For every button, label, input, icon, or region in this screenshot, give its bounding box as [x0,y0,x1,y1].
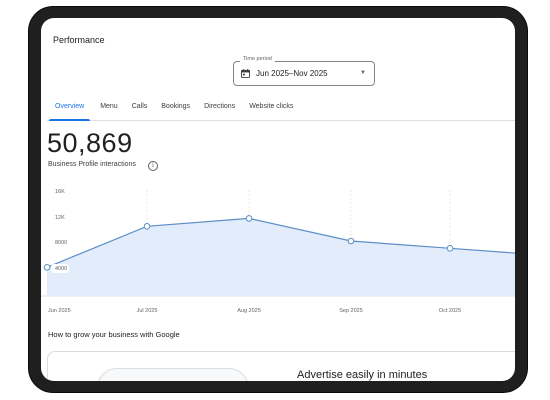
x-tick-label: Sep 2025 [339,308,363,314]
interactions-chart: 16K 12K 8000 4000 Jun 2025 Jul 2025 Aug 2025 S… [41,189,515,314]
tab-bar: Overview Menu Calls Bookings Directions … [47,96,515,121]
time-period-legend: Time period [240,56,275,62]
tablet-device-frame: Performance Time period Jun 2025–Nov 202… [29,7,527,392]
chart-point-jun-2025[interactable] [43,263,51,271]
chevron-down-icon: ▼ [360,70,366,76]
grow-section-title: How to grow your business with Google [48,330,180,339]
tab-directions[interactable]: Directions [204,103,236,110]
chart-points [43,215,454,271]
tab-calls[interactable]: Calls [131,103,148,110]
y-tick-label: 8000 [55,240,67,246]
x-tick-label: Jun 2025 [48,308,71,314]
time-period-value: Jun 2025–Nov 2025 [256,69,328,78]
chart-point-oct-2025[interactable] [446,245,454,252]
tab-website-clicks[interactable]: Website clicks [249,103,294,110]
x-tick-label: Jul 2025 [137,308,158,314]
interactions-label: Business Profile interactions [48,161,136,168]
tab-menu[interactable]: Menu [100,103,118,110]
chart-point-jul-2025[interactable] [143,223,151,230]
interactions-total: 50,869 [47,128,133,158]
page-title: Performance [53,35,105,45]
chart-area-fill [47,218,515,296]
calendar-icon [241,69,250,78]
chart-series-line [46,217,515,268]
chart-x-axis: Jun 2025 Jul 2025 Aug 2025 Sep 2025 Oct 2025 [48,308,461,314]
info-icon[interactable]: i [148,161,158,171]
chart-point-sep-2025[interactable] [347,237,355,245]
chart-y-axis: 16K 12K 8000 4000 [51,189,69,273]
time-period-dropdown[interactable]: Time period Jun 2025–Nov 2025 ▼ [233,56,375,86]
chart-point-aug-2025[interactable] [245,215,253,222]
promo-title: Advertise easily in minutes [297,369,428,381]
tab-overview[interactable]: Overview [47,96,92,121]
x-tick-label: Aug 2025 [237,308,261,314]
y-tick-label: 16K [55,189,65,195]
x-tick-label: Oct 2025 [439,308,461,314]
promo-illustration [97,368,249,381]
y-tick-label: 4000 [55,266,67,272]
screen: Performance Time period Jun 2025–Nov 202… [41,18,515,381]
promo-card[interactable] [47,351,515,381]
y-tick-label: 12K [55,215,65,221]
tab-bookings[interactable]: Bookings [161,103,191,110]
y-tick-label-bg [51,264,69,273]
